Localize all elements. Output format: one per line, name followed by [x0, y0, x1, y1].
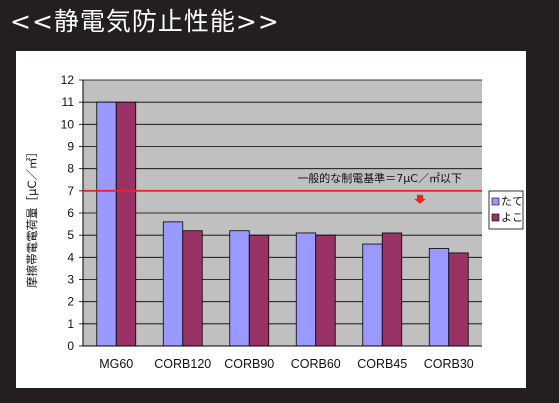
bar-yoko-corb30 — [448, 252, 469, 347]
y-axis-label: 摩擦帯電電荷量［μC／㎡］ — [25, 146, 39, 288]
page-title: <<静電気防止性能>> — [10, 7, 280, 36]
y-tick-label: 8 — [67, 162, 74, 176]
bar-tate-corb120 — [162, 221, 184, 347]
bar-tate-mg60 — [96, 101, 117, 347]
bar-tate-corb30 — [428, 248, 450, 347]
reference-line-group: 一般的な制電基準＝7μC／㎡以下 — [83, 171, 482, 204]
y-tick-label: 7 — [67, 184, 74, 198]
bars — [96, 101, 469, 347]
legend-label: よこ — [501, 211, 523, 224]
legend-swatch — [491, 213, 500, 222]
y-tick-label: 12 — [61, 73, 75, 87]
reference-line-label: 一般的な制電基準＝7μC／㎡以下 — [297, 171, 462, 185]
axes — [82, 80, 482, 347]
x-tick-label: CORB45 — [357, 357, 407, 371]
y-tick-label: 10 — [61, 117, 75, 131]
x-tick-labels: MG60 CORB120 CORB90 CORB60 CORB45 CORB30 — [99, 357, 474, 371]
bar-yoko-corb90 — [248, 234, 270, 347]
bar-yoko-mg60 — [115, 101, 137, 347]
legend-box — [488, 190, 524, 230]
y-tick-label: 6 — [67, 206, 74, 220]
y-tick-label: 4 — [67, 250, 74, 264]
bar-tate-corb45 — [362, 243, 383, 347]
y-tick-label: 5 — [67, 228, 74, 242]
bar-yoko-corb120 — [182, 230, 203, 347]
y-tick-label: 9 — [67, 140, 74, 154]
y-tick-label: 1 — [67, 317, 74, 331]
x-tick-label: CORB90 — [224, 357, 274, 371]
x-tick-label: CORB120 — [154, 357, 211, 371]
x-tick-label: CORB30 — [424, 357, 474, 371]
down-arrow-icon — [414, 194, 426, 204]
y-tick-label: 2 — [67, 295, 74, 309]
bar-tate-corb90 — [229, 230, 250, 347]
bar-yoko-corb45 — [381, 232, 403, 347]
y-tick-label: 3 — [67, 273, 74, 287]
y-tick-label: 0 — [67, 339, 74, 353]
legend-label: たて — [501, 195, 523, 208]
x-tick-label: CORB60 — [291, 357, 341, 371]
x-tick-label: MG60 — [99, 357, 133, 371]
legend-swatch — [491, 197, 500, 206]
y-tick-label: 11 — [62, 95, 75, 109]
bar-yoko-corb60 — [315, 234, 336, 347]
bar-tate-corb60 — [295, 232, 317, 347]
chart-panel: 0 1 2 3 4 5 6 7 8 9 10 11 12 MG60 CORB120 CORB90 CORB60… — [16, 51, 526, 388]
